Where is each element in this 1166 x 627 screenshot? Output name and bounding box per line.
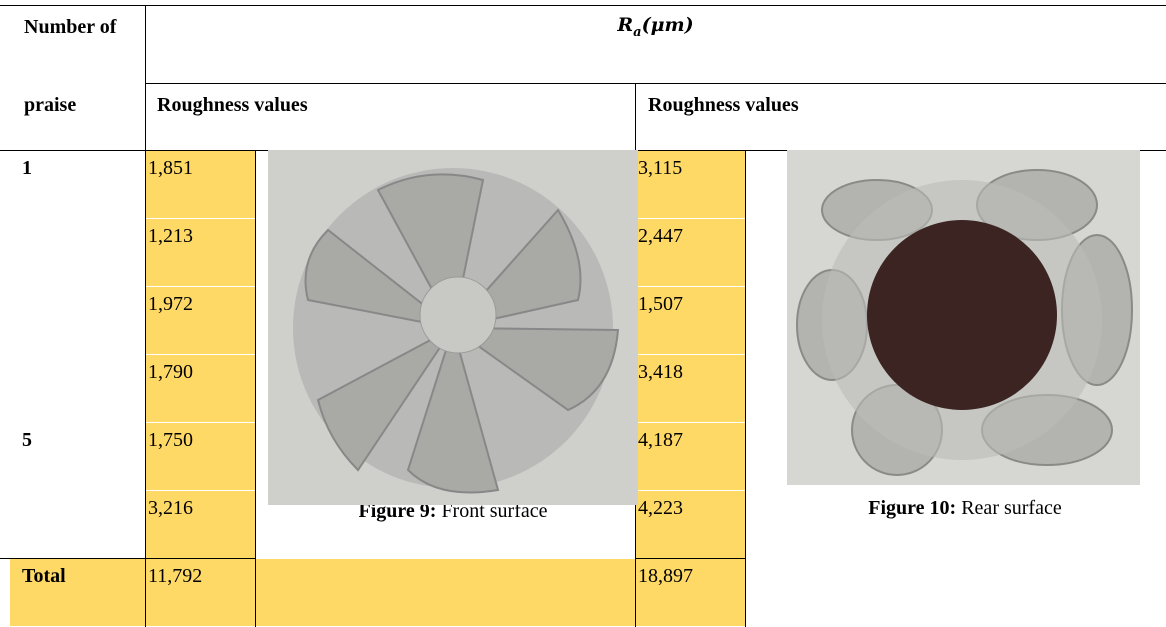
rule bbox=[635, 558, 745, 559]
row-label bbox=[10, 491, 145, 558]
header-number: Number of bbox=[12, 10, 122, 38]
rule bbox=[145, 83, 1166, 84]
blank-cell bbox=[256, 559, 635, 626]
row-label: 5 bbox=[10, 423, 145, 490]
value-cell: 3,216 bbox=[146, 491, 255, 558]
figure-caption: Rear surface bbox=[961, 497, 1062, 519]
row-label bbox=[10, 219, 145, 286]
group-header: Roughness values bbox=[636, 88, 1136, 116]
value-cell: 1,213 bbox=[146, 219, 255, 286]
value-cell: 1,851 bbox=[146, 151, 255, 218]
rule bbox=[0, 5, 1166, 6]
figure-label: Figure 10: bbox=[868, 497, 956, 519]
value-cell: 3,115 bbox=[636, 151, 745, 218]
row-label bbox=[10, 287, 145, 354]
row-label: Total bbox=[10, 559, 145, 626]
value-cell: 4,187 bbox=[636, 423, 745, 490]
rule bbox=[0, 558, 255, 559]
figure-9-image bbox=[268, 150, 638, 505]
figure-10-image bbox=[787, 150, 1140, 485]
figure-10-caption: Figure 10: Rear surface bbox=[770, 497, 1160, 520]
value-cell: 11,792 bbox=[146, 559, 255, 626]
rule bbox=[255, 150, 256, 627]
value-cell: 1,507 bbox=[636, 287, 745, 354]
value-cell: 1,750 bbox=[146, 423, 255, 490]
row-label: 1 bbox=[10, 151, 145, 218]
document: Number of praise Ra(μm) Roughness values… bbox=[0, 0, 1166, 627]
rule bbox=[745, 150, 746, 627]
value-cell: 18,897 bbox=[636, 559, 745, 626]
header-praise: praise bbox=[12, 88, 142, 116]
value-cell: 2,447 bbox=[636, 219, 745, 286]
value-cell: 3,418 bbox=[636, 355, 745, 422]
value-cell: 4,223 bbox=[636, 491, 745, 558]
value-cell: 1,972 bbox=[146, 287, 255, 354]
group-header: Roughness values bbox=[145, 88, 635, 116]
subscript: a bbox=[633, 25, 641, 40]
value-cell: 1,790 bbox=[146, 355, 255, 422]
unit: (μm) bbox=[642, 14, 694, 36]
header-measure: Ra(μm) bbox=[145, 8, 1166, 44]
rule bbox=[145, 5, 146, 627]
row-label bbox=[10, 355, 145, 422]
symbol: R bbox=[617, 14, 633, 36]
